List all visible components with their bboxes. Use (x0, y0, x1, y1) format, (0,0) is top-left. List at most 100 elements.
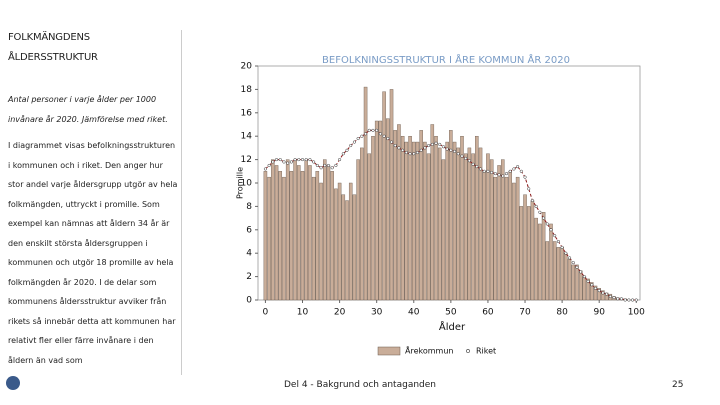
bar (297, 165, 301, 301)
x-tick-label: 70 (519, 308, 531, 318)
bar (549, 223, 553, 301)
x-tick-label: 40 (408, 308, 420, 318)
bar (452, 141, 457, 301)
bar (330, 171, 334, 301)
bar (434, 135, 438, 301)
line-marker (619, 297, 624, 301)
line-marker (493, 172, 497, 176)
x-tick-label: 90 (593, 308, 605, 318)
line-marker (315, 163, 319, 167)
y-tick-label: 12 (241, 155, 252, 165)
bar (590, 282, 594, 301)
bar (582, 276, 587, 301)
bar (274, 165, 279, 301)
line-marker (449, 148, 453, 152)
line-marker (508, 169, 512, 173)
line-marker (356, 136, 360, 141)
line-marker (338, 158, 342, 162)
line-marker (612, 296, 616, 300)
line-marker (564, 251, 568, 255)
line-marker (441, 145, 445, 149)
bar (578, 270, 583, 301)
line-marker (597, 289, 601, 293)
bar (541, 212, 546, 301)
bar (404, 141, 409, 301)
line-marker (293, 158, 297, 162)
y-tick-label: 0 (246, 296, 252, 306)
line-marker (453, 149, 457, 153)
line-marker (319, 166, 323, 170)
line-marker (467, 159, 471, 163)
line-marker (590, 283, 594, 287)
bar (478, 147, 483, 301)
line-marker (263, 167, 267, 171)
bar (278, 171, 283, 301)
bar (430, 124, 435, 301)
bar (571, 264, 576, 301)
line-marker (471, 162, 475, 166)
line-marker (490, 170, 494, 175)
bar (497, 165, 501, 301)
line-marker (571, 261, 575, 265)
y-tick-label: 18 (241, 85, 253, 95)
bar (475, 135, 479, 301)
bar (326, 165, 331, 301)
x-tick-label: 80 (556, 308, 568, 318)
line-marker (445, 147, 449, 151)
bar (456, 147, 461, 301)
bar (334, 188, 338, 301)
bar (530, 200, 535, 301)
bar (348, 182, 353, 301)
line-marker (393, 144, 397, 148)
bar (389, 89, 394, 301)
bar (341, 194, 346, 301)
legend-label: Riket (476, 347, 496, 356)
bar (282, 176, 286, 301)
line-marker (530, 199, 534, 203)
line-marker (352, 140, 356, 144)
line-marker (512, 167, 516, 171)
x-tick-label: 0 (263, 308, 269, 318)
line-marker (427, 144, 431, 148)
line-marker (371, 128, 375, 132)
line-marker (278, 158, 282, 162)
bar (441, 159, 446, 301)
bar (397, 124, 401, 301)
bar (564, 252, 568, 301)
bar (300, 171, 305, 301)
line-marker (560, 245, 564, 249)
line-marker (519, 169, 523, 173)
bar (311, 176, 316, 301)
line-marker (608, 294, 612, 299)
x-tick-label: 10 (297, 308, 309, 318)
line-marker (364, 132, 368, 136)
bar (460, 135, 464, 301)
line-marker (375, 128, 379, 132)
bar (423, 141, 427, 301)
line-marker (282, 160, 286, 164)
bar (526, 206, 531, 301)
line-marker (419, 148, 423, 152)
line-marker (460, 154, 464, 158)
bar (463, 153, 468, 301)
chart-title: BEFOLKNINGSSTRUKTUR I ÅRE KOMMUN ÅR 2020 (322, 53, 570, 66)
bar (601, 290, 605, 301)
bar (352, 194, 357, 301)
line-marker (593, 286, 598, 290)
bar (304, 159, 308, 301)
line-marker (312, 160, 316, 164)
line-marker (274, 158, 279, 162)
line-marker (286, 161, 290, 165)
bar (545, 241, 550, 301)
bar (293, 159, 297, 301)
bar (512, 182, 516, 301)
bar (449, 130, 453, 301)
legend-label: Årekommun (405, 345, 453, 356)
line-marker (360, 134, 364, 138)
line-marker (386, 136, 390, 141)
line-marker (534, 204, 538, 208)
bar (400, 135, 405, 301)
bar (415, 141, 420, 301)
y-tick-label: 6 (246, 225, 252, 235)
